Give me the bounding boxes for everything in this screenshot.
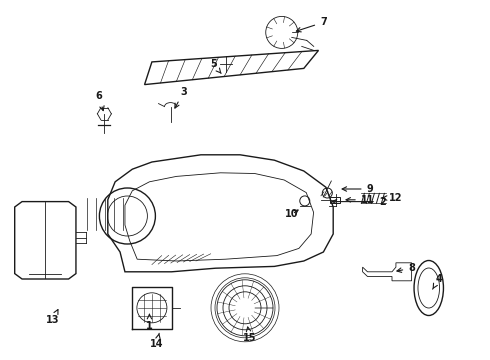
Text: 5: 5 — [210, 59, 221, 73]
Text: 9: 9 — [342, 184, 373, 194]
Text: 3: 3 — [175, 87, 187, 108]
Text: 12: 12 — [383, 193, 403, 203]
Text: 11: 11 — [346, 195, 374, 205]
Text: 7: 7 — [296, 17, 327, 32]
Text: 6: 6 — [96, 91, 104, 111]
Text: 15: 15 — [243, 327, 257, 343]
Text: 4: 4 — [433, 274, 442, 289]
Text: 2: 2 — [332, 197, 386, 207]
Text: 13: 13 — [46, 310, 59, 325]
Text: 1: 1 — [146, 314, 153, 331]
Text: 10: 10 — [285, 209, 299, 219]
Text: 14: 14 — [150, 333, 164, 349]
Text: 8: 8 — [397, 263, 415, 273]
